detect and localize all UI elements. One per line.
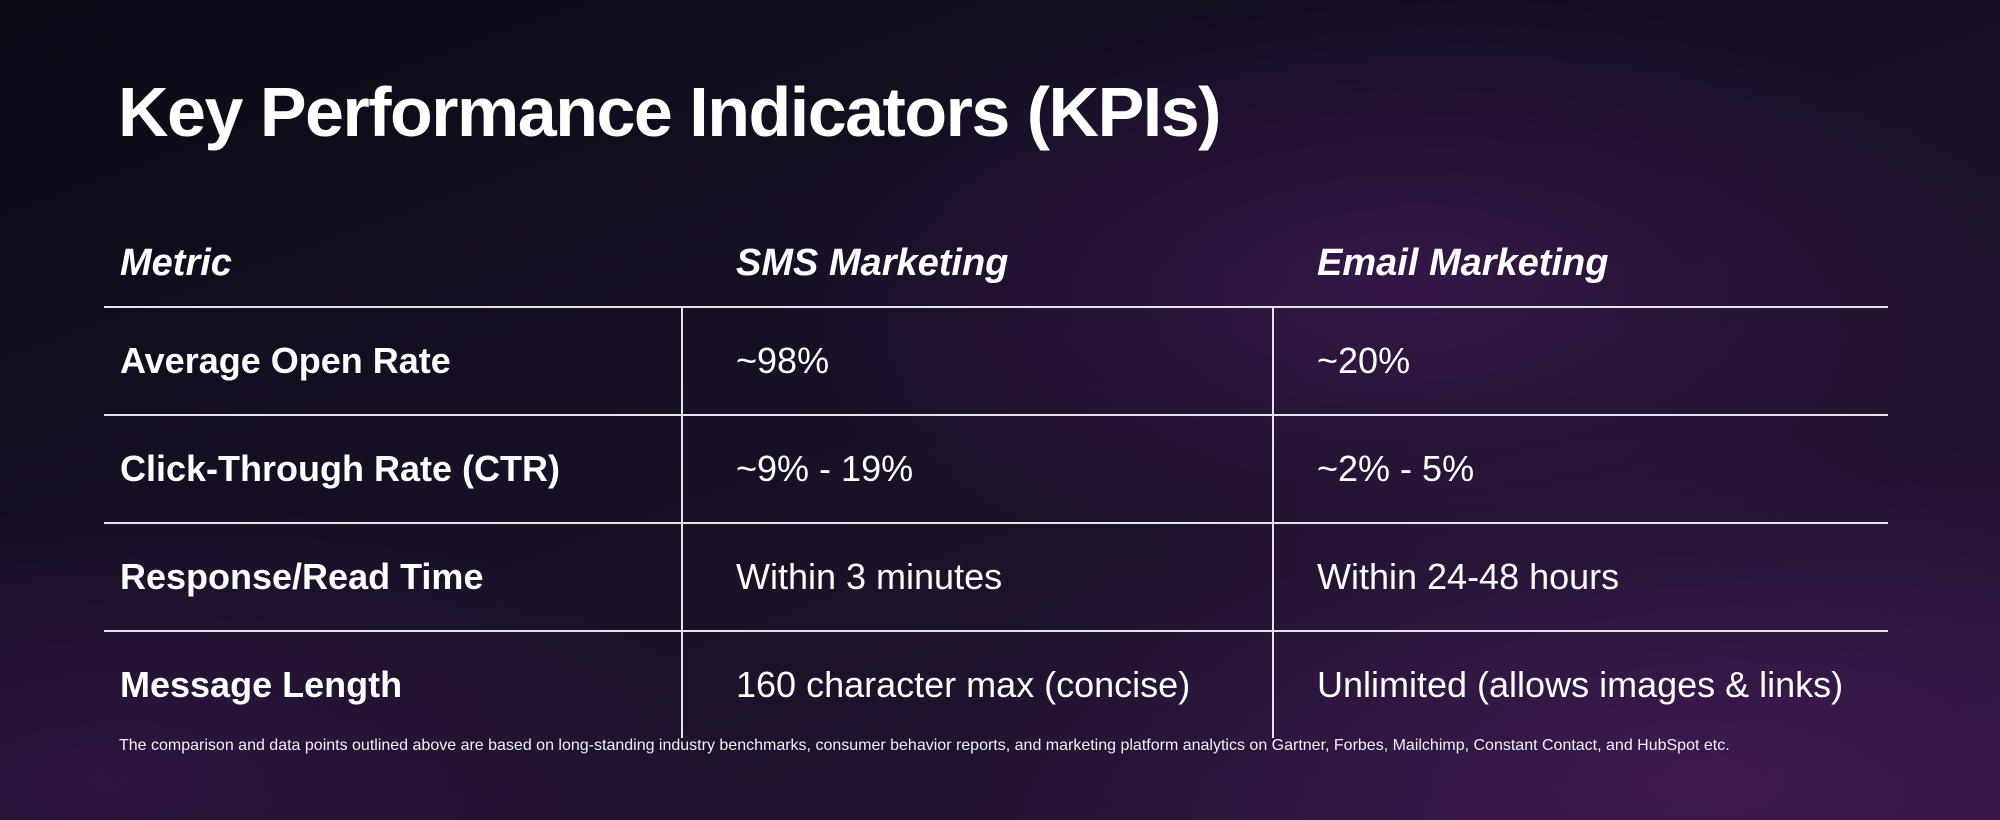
table-row: Click-Through Rate (CTR) ~9% - 19% ~2% -… bbox=[104, 416, 1888, 524]
table-row: Average Open Rate ~98% ~20% bbox=[104, 308, 1888, 416]
metric-cell: Click-Through Rate (CTR) bbox=[120, 448, 560, 489]
sms-value-cell: Within 3 minutes bbox=[736, 556, 1003, 597]
sms-value-cell: ~9% - 19% bbox=[736, 448, 914, 489]
header-sms-marketing: SMS Marketing bbox=[736, 241, 1009, 284]
email-value-cell: Unlimited (allows images & links) bbox=[1317, 664, 1844, 705]
sms-value-cell: 160 character max (concise) bbox=[736, 664, 1191, 705]
metric-cell: Message Length bbox=[120, 664, 403, 705]
column-divider bbox=[1272, 632, 1274, 738]
email-value-cell: Within 24-48 hours bbox=[1317, 556, 1620, 597]
kpi-comparison-table: Metric SMS Marketing Email Marketing Ave… bbox=[104, 220, 1888, 738]
column-divider bbox=[1272, 308, 1274, 414]
column-divider bbox=[681, 524, 683, 630]
page-title: Key Performance Indicators (KPIs) bbox=[118, 73, 1221, 151]
column-divider bbox=[681, 308, 683, 414]
source-footnote: The comparison and data points outlined … bbox=[119, 737, 1730, 754]
metric-cell: Average Open Rate bbox=[120, 340, 451, 381]
metric-cell: Response/Read Time bbox=[120, 556, 484, 597]
table-header-row: Metric SMS Marketing Email Marketing bbox=[104, 220, 1888, 308]
column-divider bbox=[681, 416, 683, 522]
sms-value-cell: ~98% bbox=[736, 340, 830, 381]
column-divider bbox=[681, 632, 683, 738]
column-divider bbox=[1272, 416, 1274, 522]
email-value-cell: ~20% bbox=[1317, 340, 1411, 381]
table-row: Response/Read Time Within 3 minutes With… bbox=[104, 524, 1888, 632]
table-row: Message Length 160 character max (concis… bbox=[104, 632, 1888, 738]
header-email-marketing: Email Marketing bbox=[1317, 241, 1609, 284]
email-value-cell: ~2% - 5% bbox=[1317, 448, 1475, 489]
column-divider bbox=[1272, 524, 1274, 630]
header-metric: Metric bbox=[120, 241, 232, 284]
